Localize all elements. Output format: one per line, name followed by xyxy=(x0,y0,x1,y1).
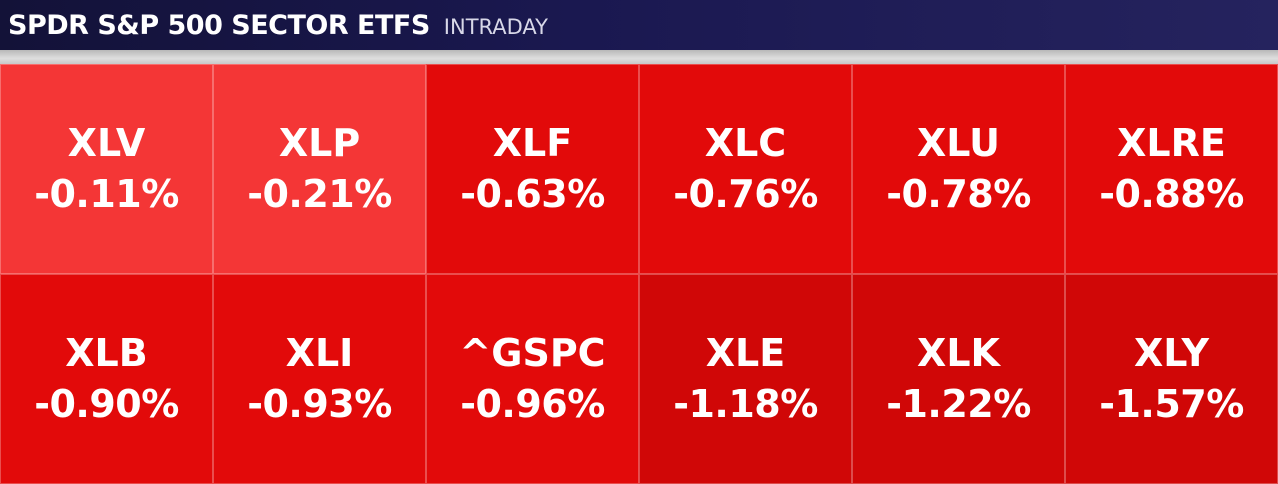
tile-ticker: XLC xyxy=(704,121,787,165)
tile-ticker: XLE xyxy=(705,331,786,375)
tile-change: -0.93% xyxy=(247,382,392,426)
tile-change: -0.78% xyxy=(886,172,1031,216)
tile-change: -1.22% xyxy=(886,382,1031,426)
heatmap-tile: XLI -0.93% xyxy=(213,274,426,484)
tile-ticker: XLV xyxy=(67,121,146,165)
heatmap-tile: XLU -0.78% xyxy=(852,64,1065,274)
tile-change: -1.18% xyxy=(673,382,818,426)
header-bar: SPDR S&P 500 SECTOR ETFS INTRADAY xyxy=(0,0,1278,50)
chart-title: SPDR S&P 500 SECTOR ETFS xyxy=(8,9,430,41)
heatmap-tile: XLC -0.76% xyxy=(639,64,852,274)
heatmap-tile: XLF -0.63% xyxy=(426,64,639,274)
tile-ticker: XLP xyxy=(278,121,361,165)
heatmap-tile: XLB -0.90% xyxy=(0,274,213,484)
heatmap-tile: XLV -0.11% xyxy=(0,64,213,274)
tile-change: -0.90% xyxy=(34,382,179,426)
tile-change: -0.76% xyxy=(673,172,818,216)
tile-change: -0.96% xyxy=(460,382,605,426)
tile-change: -0.63% xyxy=(460,172,605,216)
tile-ticker: XLF xyxy=(492,121,573,165)
tile-change: -1.57% xyxy=(1099,382,1244,426)
heatmap-tile: XLK -1.22% xyxy=(852,274,1065,484)
sector-heatmap: XLV -0.11% XLP -0.21% XLF -0.63% XLC -0.76% XLU -… xyxy=(0,64,1278,484)
tile-change: -0.21% xyxy=(247,172,392,216)
heatmap-tile: XLP -0.21% xyxy=(213,64,426,274)
tile-ticker: ^GSPC xyxy=(459,331,606,375)
tile-change: -0.11% xyxy=(34,172,179,216)
heatmap-tile: ^GSPC -0.96% xyxy=(426,274,639,484)
chart-subtitle: INTRADAY xyxy=(443,15,548,39)
heatmap-tile: XLRE -0.88% xyxy=(1065,64,1278,274)
tile-ticker: XLB xyxy=(65,331,148,375)
heatmap-tile: XLE -1.18% xyxy=(639,274,852,484)
tile-change: -0.88% xyxy=(1099,172,1244,216)
tile-ticker: XLRE xyxy=(1117,121,1226,165)
tile-ticker: XLY xyxy=(1133,331,1210,375)
heatmap-tile: XLY -1.57% xyxy=(1065,274,1278,484)
tile-ticker: XLI xyxy=(285,331,354,375)
tile-ticker: XLK xyxy=(917,331,1000,375)
header-divider xyxy=(0,50,1278,64)
tile-ticker: XLU xyxy=(916,121,1000,165)
